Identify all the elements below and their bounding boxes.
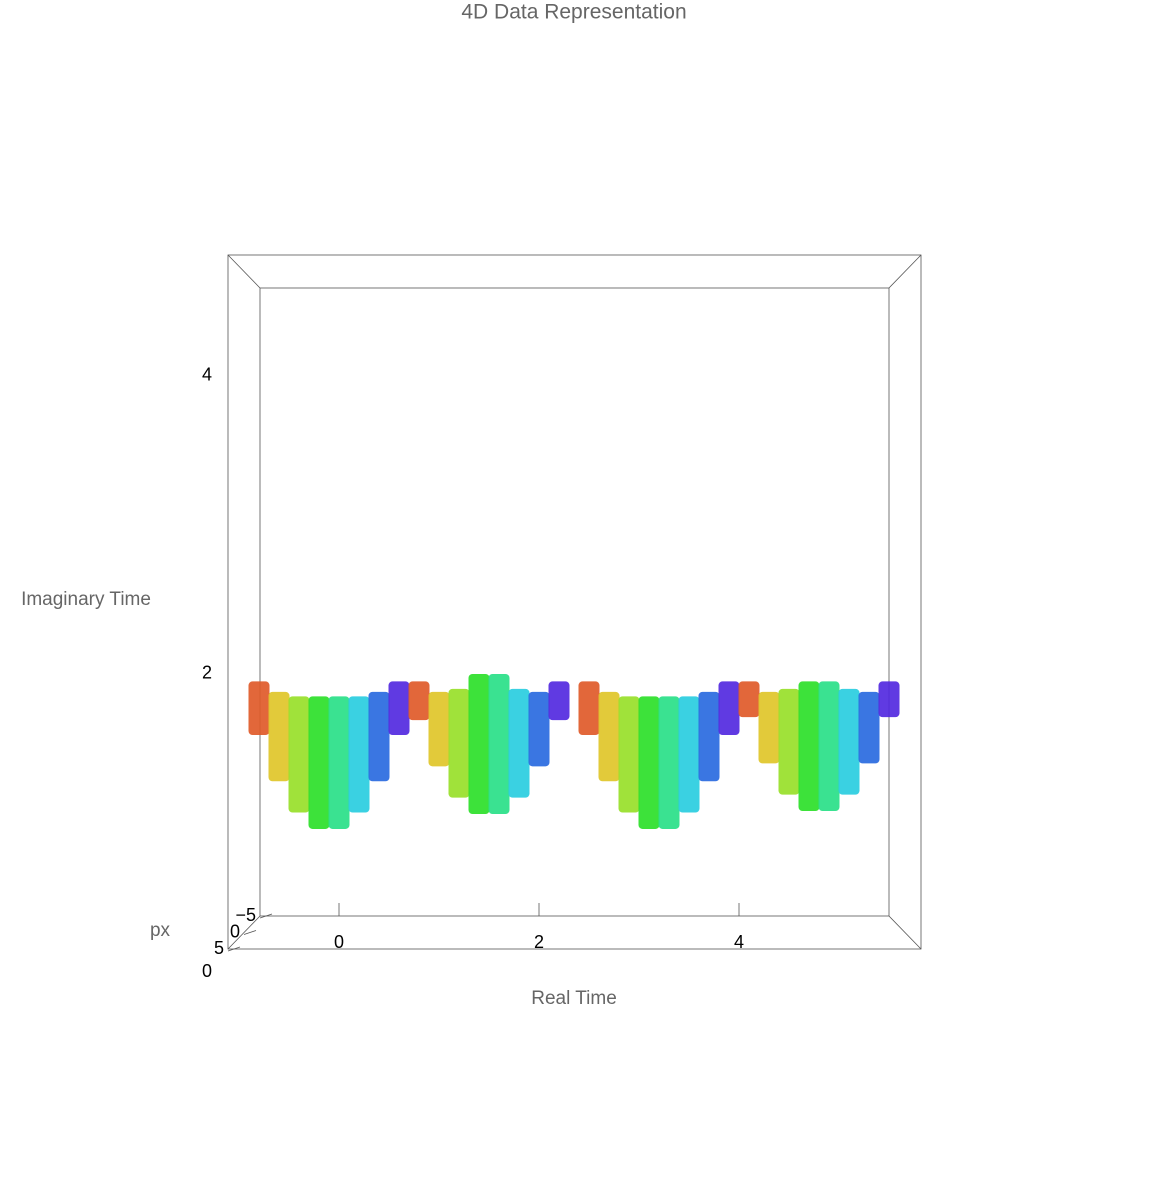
- surface-slice: [878, 681, 900, 718]
- surface-slice: [838, 688, 860, 795]
- surface-slice: [248, 681, 270, 736]
- surface-slice: [428, 691, 450, 767]
- surface-slice: [858, 691, 880, 764]
- x-tick-label: 4: [734, 932, 744, 952]
- surface-slice: [368, 691, 390, 782]
- surface-slice: [798, 681, 820, 812]
- chart-title: 4D Data Representation: [461, 1, 686, 24]
- surface-slice: [758, 691, 780, 764]
- surface-slice: [528, 691, 550, 767]
- y-tick-label: 2: [202, 663, 212, 683]
- z-tick-label: 0: [230, 921, 240, 941]
- surface-slice: [618, 696, 640, 813]
- surface-slice: [598, 691, 620, 782]
- surface-slice: [548, 681, 570, 721]
- z-tick-label: 5: [214, 938, 224, 958]
- frame-edge: [227, 915, 261, 950]
- surface-slice: [468, 673, 490, 815]
- surface-slice: [818, 681, 840, 812]
- surface-slice: [578, 681, 600, 736]
- box-frame: [227, 254, 922, 950]
- surface-slice: [778, 688, 800, 795]
- surface-slice: [288, 696, 310, 813]
- surface-slice: [718, 681, 740, 736]
- z-axis-label: px: [150, 920, 171, 941]
- surface-slice: [488, 673, 510, 815]
- x-tick-label: 2: [534, 932, 544, 952]
- surface-slice: [268, 691, 290, 782]
- surface-slice: [698, 691, 720, 782]
- frame-edge: [888, 915, 922, 950]
- surface-slice: [448, 688, 470, 798]
- surface-slice: [408, 681, 430, 721]
- frame-edge: [227, 254, 261, 289]
- back-frame: [259, 287, 890, 917]
- z-tick-label: −5: [235, 905, 256, 925]
- y-tick-label: 4: [202, 365, 212, 385]
- z-tick: [243, 930, 257, 935]
- y-tick-label: 0: [202, 961, 212, 981]
- z-tick: [259, 913, 273, 919]
- x-axis-label: Real Time: [531, 988, 617, 1009]
- surface-slice: [348, 696, 370, 813]
- surface-slice: [308, 696, 330, 829]
- surface-slice: [678, 696, 700, 813]
- frame-edge: [888, 254, 922, 289]
- y-axis-label: Imaginary Time: [21, 589, 151, 610]
- front-frame: [227, 254, 922, 950]
- x-tick-label: 0: [334, 932, 344, 952]
- surface-slice: [388, 681, 410, 736]
- z-tick: [227, 946, 241, 952]
- surface-slice: [638, 696, 660, 829]
- surface-slice: [738, 681, 760, 718]
- surface-slice: [658, 696, 680, 829]
- surface-slice: [328, 696, 350, 829]
- surface-slice: [508, 688, 530, 798]
